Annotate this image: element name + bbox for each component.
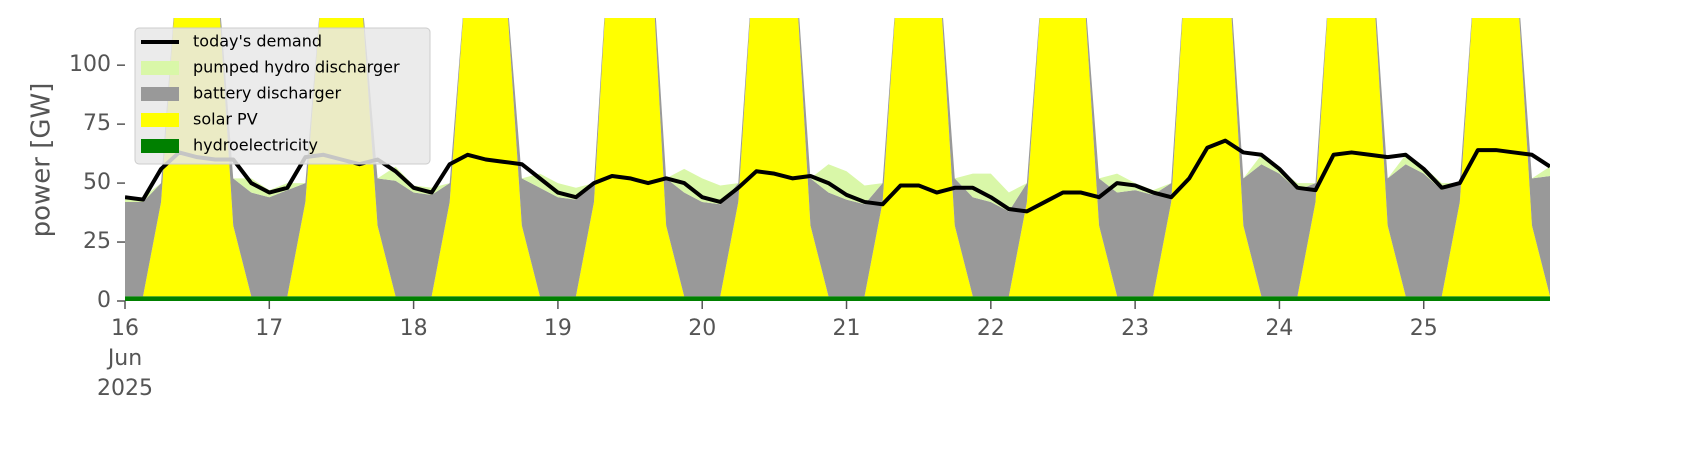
y-tick-label: 75 [83,111,111,136]
x-tick-label: 23 [1121,316,1149,341]
area-4 [125,296,1550,301]
y-tick-label: 0 [97,288,111,313]
legend-swatch [141,61,179,75]
legend-label: hydroelectricity [193,136,318,155]
legend-swatch [141,139,179,153]
area-2 [125,18,1550,297]
legend-label: solar PV [193,110,258,129]
x-tick-label: 20 [688,316,716,341]
y-axis-label: power [GW] [27,83,57,238]
plot-area [125,18,1550,301]
x-tick-label: 19 [544,316,572,341]
y-tick-label: 25 [83,229,111,254]
x-tick-label: 25 [1410,316,1438,341]
legend-swatch [141,87,179,101]
x-tick-label: 18 [400,316,428,341]
legend-label: today's demand [193,32,322,51]
x-tick-label: 16 Jun 2025 [97,316,153,401]
y-tick-label: 50 [83,170,111,195]
legend-label: pumped hydro discharger [193,58,400,77]
legend-swatch [141,113,179,127]
x-tick-label: 24 [1265,316,1293,341]
x-tick-label: 22 [977,316,1005,341]
legend-label: battery discharger [193,84,341,103]
x-tick-label: 17 [255,316,283,341]
legend-box [134,27,431,165]
area-3 [125,18,1550,297]
y-tick-label: 100 [69,52,111,77]
x-tick-label: 21 [833,316,861,341]
